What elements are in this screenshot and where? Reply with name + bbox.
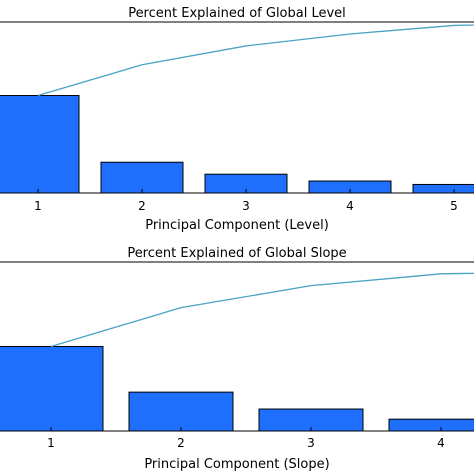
level-tick-label-1: 1 <box>34 199 42 213</box>
level-bar-2 <box>100 161 184 194</box>
level-x-axis-label: Principal Component (Level) <box>145 218 329 233</box>
slope-bar-1 <box>0 346 104 432</box>
slope-bar-2 <box>128 391 234 432</box>
slope-plot-frame <box>0 261 474 432</box>
level-x-ticks: 1 2 3 4 5 <box>34 189 458 213</box>
slope-cumulative-line <box>50 272 474 348</box>
level-cumulative-line <box>37 24 474 97</box>
slope-bar-4 <box>388 418 474 432</box>
level-bar-1 <box>0 95 80 194</box>
level-bars <box>0 95 474 194</box>
level-tick-label-4: 4 <box>346 199 354 213</box>
slope-cumulative-polyline <box>50 272 474 348</box>
slope-tick-label-4: 4 <box>437 436 445 450</box>
level-tick-label-5: 5 <box>450 199 458 213</box>
level-tick-label-2: 2 <box>138 199 146 213</box>
slope-bars <box>0 346 474 432</box>
level-cumulative-polyline <box>37 24 474 97</box>
level-chart-title: Percent Explained of Global Level <box>128 6 346 21</box>
level-tick-label-3: 3 <box>242 199 250 213</box>
slope-x-ticks: 1 2 3 4 <box>47 427 445 450</box>
level-bar-5 <box>412 183 474 194</box>
slope-chart-title: Percent Explained of Global Slope <box>127 246 346 261</box>
slope-x-axis-label: Principal Component (Slope) <box>144 457 329 472</box>
slope-tick-label-1: 1 <box>47 436 55 450</box>
slope-chart-panel: Percent Explained of Global Slope 1 2 3 4 P… <box>0 246 474 472</box>
slope-tick-label-2: 2 <box>177 436 185 450</box>
slope-tick-label-3: 3 <box>307 436 315 450</box>
